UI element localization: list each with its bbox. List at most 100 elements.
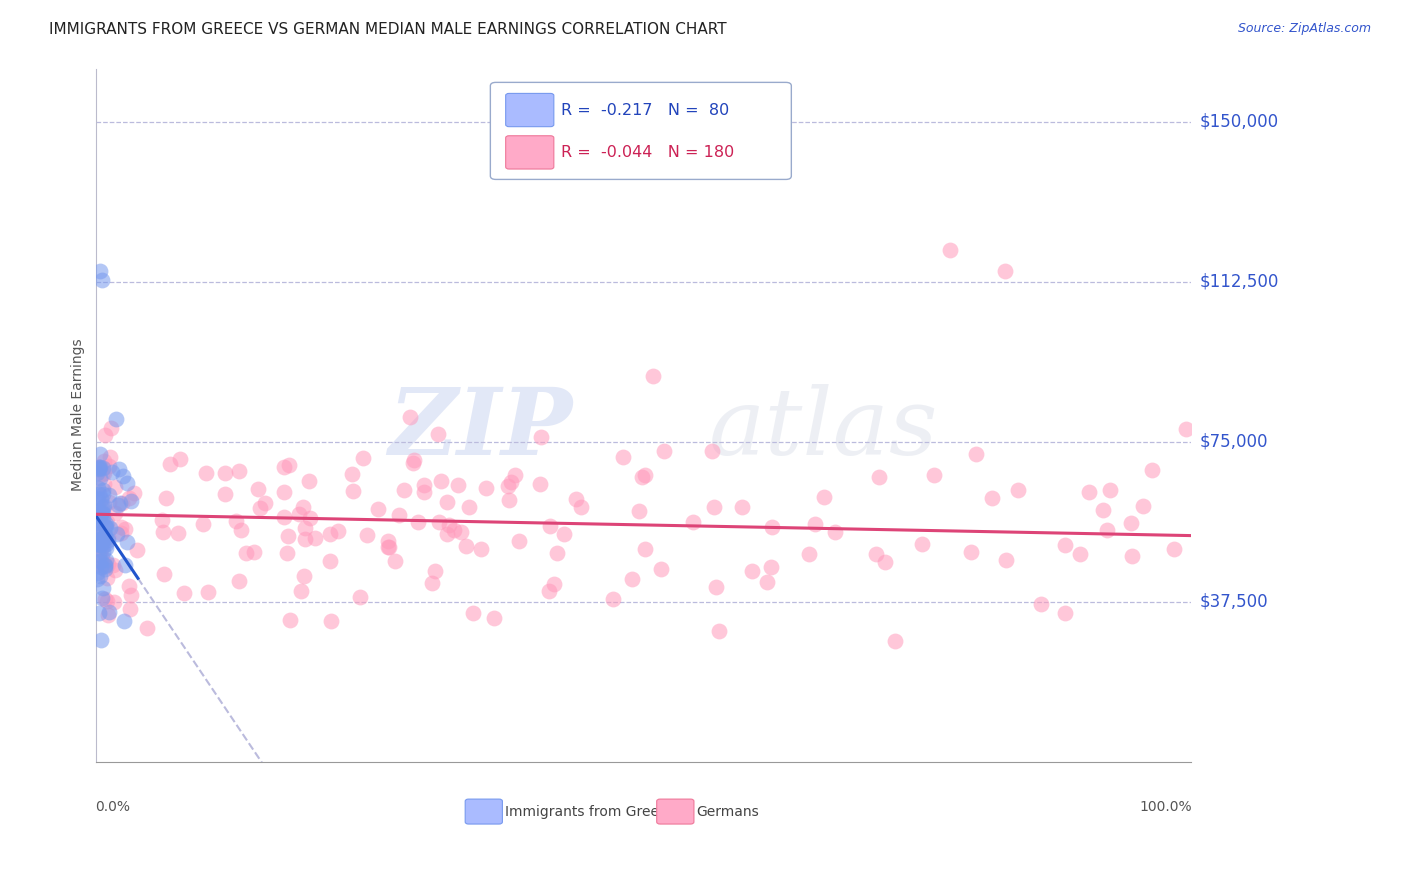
Point [911,537,934,551]
Point [427,426,450,441]
Text: ZIP: ZIP [388,384,572,474]
Point [93,477,115,491]
Point [352,450,374,465]
Point [292,500,315,515]
Point [402,456,425,470]
Point [731,500,754,515]
Point [125,542,148,557]
Point [225,514,247,528]
Point [93,558,115,572]
Point [103,563,125,577]
Point [98,458,121,473]
Point [377,533,399,548]
Point [278,613,301,627]
Y-axis label: Median Male Earnings: Median Male Earnings [72,339,86,491]
Point [939,243,962,257]
Point [406,515,429,529]
Point [652,444,675,458]
FancyBboxPatch shape [506,94,554,127]
Point [299,511,322,525]
Point [294,521,316,535]
Point [89,569,111,583]
Text: atlas: atlas [709,384,939,474]
Point [994,264,1017,278]
Point [634,541,657,556]
Point [340,467,363,481]
Point [197,584,219,599]
Point [90,492,112,507]
Text: $150,000: $150,000 [1199,113,1278,131]
Point [1098,483,1121,497]
Point [388,508,411,523]
Point [91,539,114,553]
Point [107,498,129,512]
Point [235,546,257,560]
Point [1174,422,1197,436]
Point [759,560,782,574]
Point [319,554,342,568]
Point [420,575,443,590]
Point [91,500,114,514]
Point [91,544,114,558]
Point [959,545,981,559]
FancyBboxPatch shape [657,799,695,824]
Point [529,476,551,491]
Point [875,555,897,569]
Point [508,534,530,549]
Point [91,487,114,501]
Point [90,273,112,287]
Point [1140,463,1163,477]
Point [93,466,115,480]
Point [273,485,295,500]
Point [703,500,725,514]
Point [93,558,115,572]
Point [173,586,195,600]
Point [104,411,127,425]
Point [108,462,131,476]
Point [96,594,118,608]
Point [98,450,121,464]
Point [86,466,108,480]
Point [214,466,236,480]
Point [112,614,135,628]
Point [273,509,295,524]
Point [86,520,108,534]
Point [292,569,315,583]
Point [412,478,434,492]
Point [450,525,472,540]
Point [228,574,250,588]
Point [86,497,108,511]
Point [122,486,145,500]
Point [87,460,110,475]
Point [169,452,191,467]
Point [384,554,406,568]
Point [741,565,763,579]
Point [111,496,134,510]
Point [1029,597,1052,611]
Point [94,541,117,555]
Point [91,507,114,521]
Text: Source: ZipAtlas.com: Source: ZipAtlas.com [1237,22,1371,36]
Point [90,467,112,481]
Point [633,467,655,482]
Point [884,633,907,648]
Point [702,444,724,458]
Point [91,500,114,515]
Point [437,518,460,533]
Point [167,525,190,540]
Point [995,553,1018,567]
Text: $37,500: $37,500 [1199,592,1268,611]
Point [89,509,111,524]
Point [159,457,181,471]
Point [287,507,309,521]
Point [114,522,136,536]
Point [924,468,946,483]
Point [273,460,295,475]
Point [150,513,173,527]
Point [94,519,117,533]
Point [93,519,115,533]
Point [980,491,1002,505]
Point [650,562,672,576]
Point [682,516,704,530]
Point [443,523,465,537]
